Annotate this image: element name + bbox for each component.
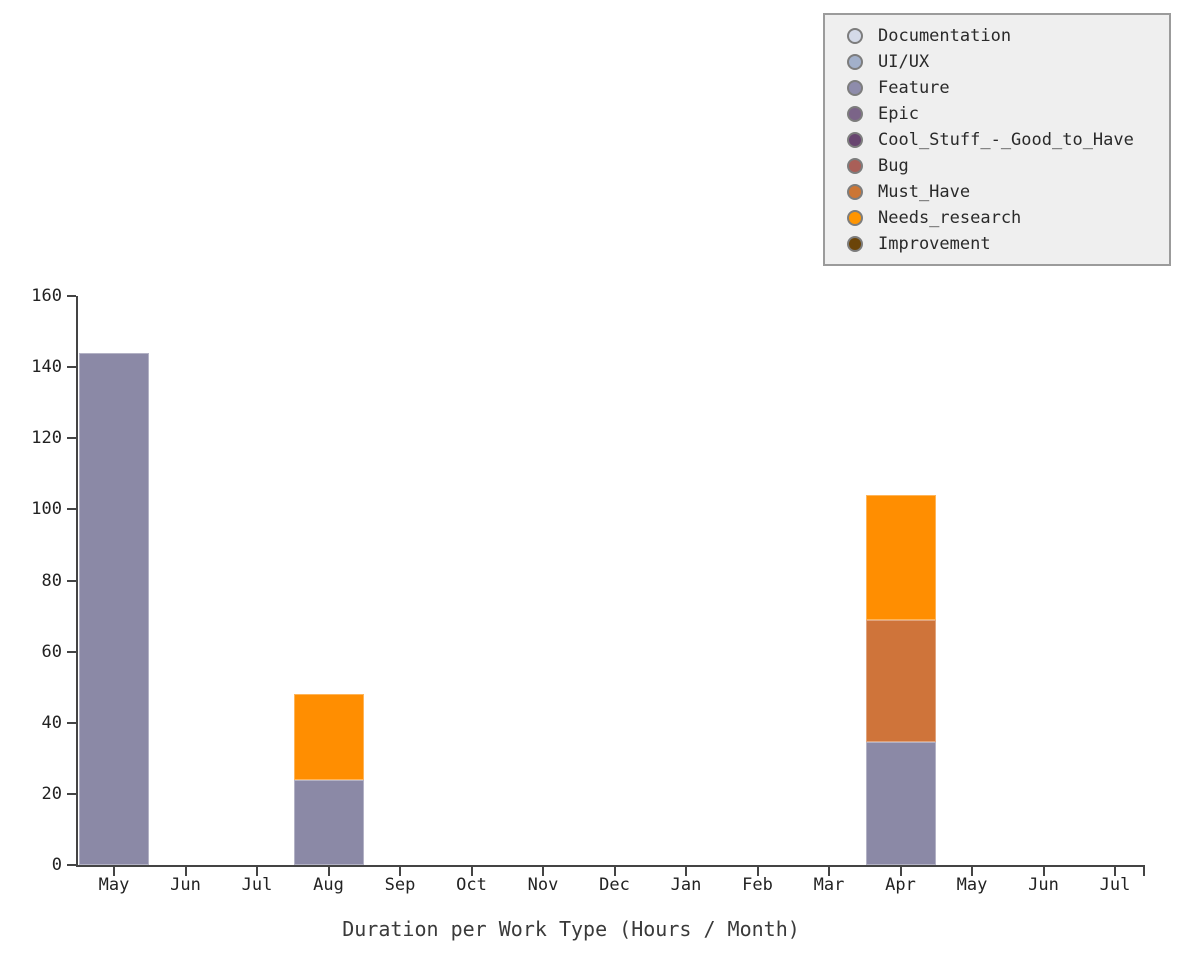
bar-segment-needs_research	[293, 694, 364, 780]
x-tick-label: Mar	[813, 875, 845, 895]
legend-item: Cool_Stuff_-_Good_to_Have	[847, 127, 1169, 153]
legend-marker-circle-icon	[847, 158, 863, 174]
y-tick-label: 0	[51, 855, 62, 875]
bar-segment-feature	[293, 779, 364, 865]
y-tick-label: 120	[31, 428, 62, 449]
y-tick-label: 160	[31, 286, 62, 306]
legend-label: Bug	[878, 156, 909, 176]
x-tick	[828, 867, 830, 876]
legend-item: UI/UX	[847, 49, 1169, 75]
legend-item: Feature	[847, 75, 1169, 101]
x-tick	[256, 867, 258, 876]
legend-marker-circle-icon	[847, 80, 863, 96]
legend-label: Improvement	[878, 234, 991, 254]
x-tick	[971, 867, 973, 876]
bar-segment-must_have	[865, 619, 936, 743]
bar-segment-feature	[865, 742, 936, 865]
y-tick-label: 100	[31, 499, 62, 520]
x-tick-label: Dec	[599, 875, 630, 895]
legend: Documentation UI/UX Feature Epic Cool_Stuff_…	[823, 13, 1171, 266]
legend-label: Needs_research	[878, 208, 1022, 228]
x-tick-label: Sep	[384, 875, 416, 895]
x-tick-label: Jun	[170, 875, 201, 895]
x-tick	[613, 867, 616, 876]
x-tick	[542, 867, 544, 876]
legend-label: Documentation	[878, 26, 1012, 46]
y-tick	[67, 792, 76, 795]
legend-marker-circle-icon	[847, 28, 863, 44]
x-axis-end-tick	[1143, 867, 1145, 876]
x-tick-label: Oct	[456, 875, 487, 895]
y-tick-label: 80	[41, 570, 62, 591]
y-tick	[67, 864, 76, 866]
x-tick	[756, 867, 759, 876]
bar-segment-needs_research	[865, 495, 936, 620]
legend-item: Needs_research	[847, 205, 1169, 231]
legend-item: Improvement	[847, 231, 1169, 257]
x-tick-label: Aug	[313, 875, 344, 895]
y-tick-label: 20	[41, 783, 62, 804]
x-tick	[399, 867, 401, 876]
x-tick-label: Feb	[742, 875, 773, 895]
legend-label: UI/UX	[878, 52, 930, 72]
legend-marker-circle-icon	[847, 210, 863, 226]
y-tick-label: 140	[31, 357, 62, 378]
x-tick-label: Jul	[241, 875, 273, 895]
y-tick	[67, 437, 76, 440]
legend-item: Must_Have	[847, 179, 1169, 205]
x-tick-label: Nov	[527, 875, 559, 895]
x-tick	[470, 867, 473, 876]
legend-marker-circle-icon	[847, 132, 863, 148]
y-tick-label: 40	[41, 712, 62, 733]
y-tick	[67, 650, 76, 653]
legend-label: Cool_Stuff_-_Good_to_Have	[878, 130, 1134, 150]
x-axis	[76, 865, 1145, 867]
legend-label: Epic	[878, 104, 919, 124]
legend-marker-circle-icon	[847, 54, 863, 70]
legend-item: Epic	[847, 101, 1169, 127]
y-tick	[67, 366, 76, 369]
x-tick	[184, 867, 187, 876]
x-tick-label: Jan	[670, 875, 702, 895]
legend-marker-circle-icon	[847, 236, 863, 252]
chart-xlabel: Duration per Work Type (Hours / Month)	[342, 917, 800, 941]
x-tick-label: May	[98, 875, 130, 895]
legend-label: Feature	[878, 78, 950, 98]
x-tick	[1114, 867, 1116, 876]
y-tick	[67, 295, 76, 297]
x-tick-label: Jul	[1099, 875, 1131, 895]
x-tick	[1042, 867, 1045, 876]
legend-item: Bug	[847, 153, 1169, 179]
y-tick	[67, 508, 76, 511]
y-tick-label: 60	[41, 641, 62, 662]
legend-marker-circle-icon	[847, 184, 863, 200]
x-tick	[113, 867, 115, 876]
x-tick-label: Apr	[885, 875, 916, 895]
x-tick-label: May	[956, 875, 988, 895]
legend-marker-circle-icon	[847, 106, 863, 122]
x-tick	[899, 867, 902, 876]
y-axis	[76, 296, 78, 867]
legend-item: Documentation	[847, 23, 1169, 49]
legend-label: Must_Have	[878, 182, 971, 202]
y-tick	[67, 721, 76, 724]
x-tick-label: Jun	[1028, 875, 1059, 895]
x-tick	[685, 867, 687, 876]
x-tick	[327, 867, 330, 876]
y-tick	[67, 579, 76, 582]
bar-segment-feature	[79, 352, 149, 865]
